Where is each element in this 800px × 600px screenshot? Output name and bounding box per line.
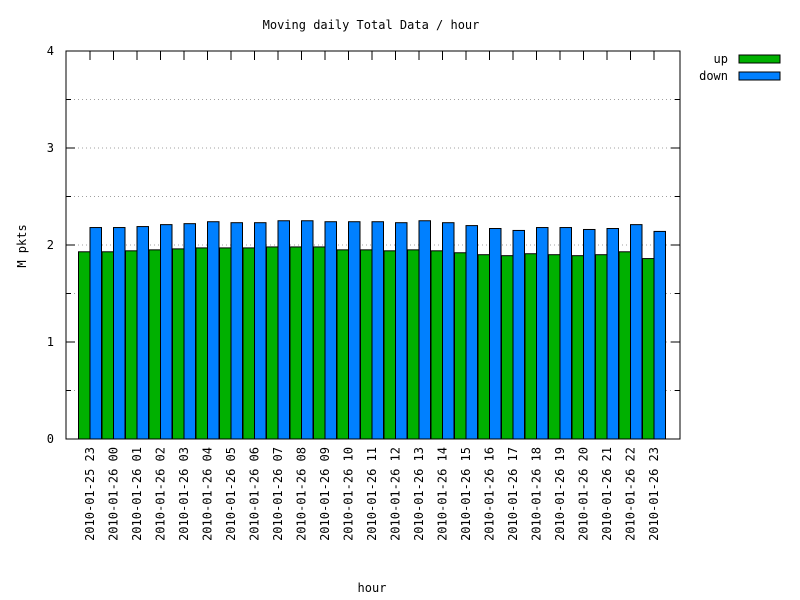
x-tick-label: 2010-01-26 18 [530,447,544,541]
x-tick-label: 2010-01-26 11 [365,447,379,541]
bar-down [89,227,102,440]
bar-up [172,248,185,440]
bar-up [242,247,255,440]
x-tick-label: 2010-01-26 01 [130,447,144,541]
bar-up [501,255,514,440]
legend: up down [699,52,781,83]
bar-up [360,249,373,440]
x-tick-label: 2010-01-26 08 [295,447,309,541]
bar-up [125,250,138,440]
bar-up [642,258,655,440]
bar-up [148,249,161,440]
x-tick-label: 2010-01-26 20 [577,447,591,541]
y-tick-label: 1 [47,335,54,349]
bar-down [512,229,525,440]
x-tick-label: 2010-01-26 04 [201,447,215,541]
chart-title: Moving daily Total Data / hour [263,18,480,32]
x-tick-label: 2010-01-26 23 [647,447,661,541]
x-tick-label: 2010-01-26 14 [436,447,450,541]
bar-down [653,230,666,440]
bar-down [583,228,596,440]
bar-down [489,228,502,440]
bar-down [371,221,384,440]
x-tick-label: 2010-01-26 10 [342,447,356,541]
y-tick-label: 4 [47,44,54,58]
x-tick-label: 2010-01-26 16 [483,447,497,541]
bar-up [383,250,396,440]
bar-down [395,222,408,440]
bar-down [465,225,478,440]
bar-up [266,246,279,440]
x-tick-label: 2010-01-26 02 [154,447,168,541]
legend-swatch-down [738,71,781,81]
x-tick-label: 2010-01-26 22 [624,447,638,541]
bar-up [524,253,537,440]
x-tick-label: 2010-01-26 09 [318,447,332,541]
x-ticks: 2010-01-25 23 2010-01-26 00 2010-01-26 01 2… [83,51,661,541]
x-axis-label: hour [358,581,387,595]
bar-down [559,227,572,440]
bar-up [571,255,584,440]
x-tick-label: 2010-01-26 15 [459,447,473,541]
bar-down [207,221,220,440]
bars [78,220,666,440]
x-tick-label: 2010-01-26 05 [224,447,238,541]
bar-up [78,251,91,440]
x-tick-label: 2010-01-26 07 [271,447,285,541]
x-tick-label: 2010-01-26 13 [412,447,426,541]
bar-down [301,220,314,440]
bar-down [254,222,267,440]
y-axis-label: M pkts [15,224,29,267]
x-tick-label: 2010-01-26 06 [248,447,262,541]
bar-up [477,254,490,440]
x-tick-label: 2010-01-25 23 [83,447,97,541]
x-tick-label: 2010-01-26 12 [389,447,403,541]
bar-down [442,222,455,440]
bar-up [219,247,232,440]
bar-down [324,221,337,440]
bar-up [430,250,443,440]
bar-down [606,228,619,440]
bar-down [418,220,431,440]
bar-up [407,249,420,440]
y-tick-label: 2 [47,238,54,252]
bar-up [313,246,326,440]
x-tick-label: 2010-01-26 00 [107,447,121,541]
bar-up [289,246,302,440]
bar-down [230,222,243,440]
bar-down [183,223,196,440]
x-tick-label: 2010-01-26 21 [600,447,614,541]
bar-up [101,251,114,440]
bar-up [195,247,208,440]
bar-up [336,249,349,440]
y-ticks: 0 1 2 3 4 [47,44,680,446]
bar-down [113,227,126,440]
legend-swatch-up [738,54,781,64]
x-tick-label: 2010-01-26 17 [506,447,520,541]
bar-up [618,251,631,440]
bar-up [548,254,561,440]
legend-label-up: up [714,52,728,66]
bar-down [136,226,149,440]
bar-down [348,221,361,440]
x-tick-label: 2010-01-26 19 [553,447,567,541]
bar-up [454,252,467,440]
legend-label-down: down [699,69,728,83]
y-tick-label: 3 [47,141,54,155]
bar-up [595,254,608,440]
bar-down [277,220,290,440]
x-tick-label: 2010-01-26 03 [177,447,191,541]
bar-down [160,224,173,440]
bar-down [536,227,549,440]
bar-down [630,224,643,440]
y-tick-label: 0 [47,432,54,446]
